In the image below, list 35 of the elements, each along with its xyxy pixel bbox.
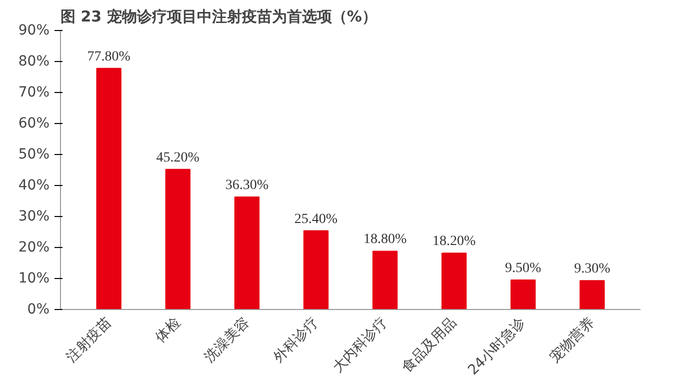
- x-tick-label: 宠物营养: [546, 314, 598, 366]
- bar: [165, 168, 190, 310]
- x-tick-label: 外科诊疗: [270, 314, 322, 366]
- data-label: 25.40%: [294, 212, 338, 227]
- bar: [372, 250, 398, 310]
- bar: [303, 230, 329, 310]
- data-label: 77.80%: [87, 49, 131, 64]
- bar: [234, 196, 260, 310]
- bar: [441, 252, 467, 310]
- x-tick-label: 大内科诊疗: [330, 314, 391, 376]
- data-label: 36.30%: [225, 178, 269, 193]
- data-label: 9.50%: [505, 261, 542, 276]
- x-tick-label: 注射疫苗: [64, 314, 114, 366]
- y-tick-label: 80%: [18, 54, 50, 70]
- x-tick-label: 食品及用品: [398, 314, 460, 376]
- y-tick-label: 60%: [18, 116, 50, 132]
- chart-title: 图 23 宠物诊疗项目中注射疫苗为首选项（%）: [60, 8, 377, 26]
- y-tick-label: 30%: [18, 208, 50, 224]
- data-label: 45.20%: [156, 150, 200, 166]
- y-tick-label: 20%: [18, 240, 50, 256]
- bar: [580, 280, 605, 310]
- data-label: 18.20%: [432, 234, 476, 250]
- y-tick-label: 50%: [18, 146, 50, 162]
- y-tick-label: 90%: [18, 22, 50, 38]
- bar: [96, 68, 122, 310]
- x-tick-label: 体检: [152, 314, 184, 346]
- y-tick-label: 40%: [18, 178, 50, 194]
- x-tick-label: 24小时急诊: [465, 314, 529, 378]
- y-tick-label: 10%: [18, 270, 50, 286]
- x-tick-label: 洗澡美容: [202, 314, 253, 366]
- data-label: 9.30%: [574, 262, 611, 277]
- bar: [510, 280, 536, 310]
- y-tick-label: 0%: [27, 302, 50, 318]
- data-label: 18.80%: [363, 232, 407, 248]
- y-tick-label: 70%: [18, 84, 50, 100]
